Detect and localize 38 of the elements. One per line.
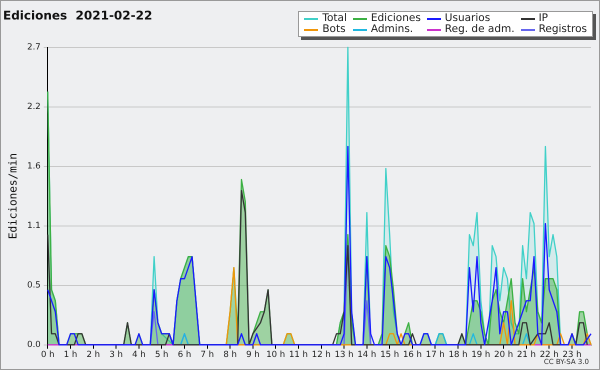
y-axis-title: Ediciones/min: [6, 153, 20, 240]
y-tick-label: 1.6: [27, 162, 41, 172]
y-tick-label: 2.2: [27, 102, 41, 112]
x-tick-label: 1 h: [64, 350, 78, 360]
x-tick-label: 21 h: [516, 350, 536, 360]
x-tick-label: 5 h: [154, 350, 168, 360]
x-tick-label: 18 h: [448, 350, 468, 360]
x-tick-label: 16 h: [402, 350, 422, 360]
x-tick-label: 17 h: [426, 350, 445, 360]
x-tick-label: 8 h: [223, 350, 237, 360]
legend-label: Bots: [321, 23, 347, 35]
x-tick-label: 14 h: [357, 350, 376, 360]
x-tick-label: 6 h: [178, 350, 192, 360]
y-tick-label: 2.7: [27, 42, 41, 53]
x-tick-label: 4 h: [132, 350, 146, 360]
x-tick-label: 11 h: [289, 350, 308, 360]
legend-label: Admins.: [370, 23, 414, 35]
y-tick-label: 0.5: [27, 280, 41, 291]
x-tick-label: 10 h: [266, 350, 286, 360]
legend-label: IP: [538, 12, 549, 24]
legend-label: Usuarios: [444, 12, 492, 24]
x-tick-label: 7 h: [200, 350, 214, 360]
x-tick-label: 19 h: [471, 350, 490, 360]
legend-label: Registros: [538, 23, 587, 35]
legend-label: Ediciones: [370, 12, 421, 24]
chart-title: Ediciones 2021-02-22: [3, 8, 152, 22]
x-tick-label: 9 h: [246, 350, 260, 360]
y-tick-label: 0.0: [27, 340, 41, 350]
x-tick-label: 15 h: [380, 350, 400, 360]
legend-label: Total: [321, 12, 347, 24]
x-tick-label: 0 h: [40, 350, 54, 360]
legend-label: Reg. de adm.: [444, 23, 515, 35]
x-tick-label: 3 h: [109, 350, 123, 360]
y-tick-label: 1.1: [27, 221, 41, 232]
x-tick-label: 13 h: [334, 350, 354, 360]
x-tick-label: 2 h: [86, 350, 100, 360]
x-tick-label: 12 h: [312, 350, 331, 360]
x-tick-label: 20 h: [494, 350, 514, 360]
